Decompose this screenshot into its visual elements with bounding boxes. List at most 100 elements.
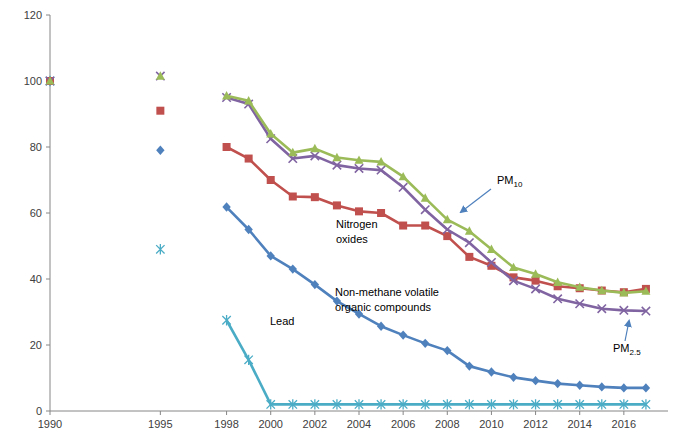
marker [553,295,561,303]
x-tick [535,411,536,415]
marker [288,148,297,156]
marker [267,399,275,409]
x-tick-label: 2002 [303,418,327,430]
x-tick-label: 2000 [258,418,282,430]
y-tick [46,213,50,214]
y-tick [46,147,50,148]
x-tick-label: 2012 [523,418,547,430]
series [46,76,650,410]
marker [487,399,495,409]
marker [421,206,429,214]
marker [377,209,385,217]
marker [443,346,451,355]
y-tick-label: 40 [30,273,42,285]
marker [598,399,606,409]
marker [377,399,385,409]
marker [46,76,54,86]
marker [576,300,584,308]
marker [620,383,628,392]
marker [509,373,517,382]
marker [532,277,540,285]
y-tick-label: 60 [30,207,42,219]
y-tick-label: 120 [24,9,42,21]
x-tick [623,411,624,415]
marker [509,276,517,284]
marker [156,107,164,115]
series-label: Non-methane volatile organic compounds [335,286,442,313]
marker [222,91,231,99]
marker [399,222,407,230]
y-tick [46,279,50,280]
x-tick-label: 1998 [214,418,238,430]
series-label: PM10 [497,174,523,189]
x-tick [270,411,271,415]
marker [642,399,650,409]
marker [311,152,319,160]
series-line [227,98,646,312]
marker [531,399,539,409]
marker [399,172,408,180]
marker [333,161,341,169]
marker [487,245,496,253]
marker [377,321,385,330]
marker [244,225,252,234]
y-tick-label: 20 [30,339,42,351]
marker [509,399,517,409]
marker [575,282,584,290]
marker [267,176,275,184]
series [46,71,651,296]
marker [465,399,473,409]
x-tick [226,411,227,415]
marker [222,202,230,211]
marker [421,222,429,230]
marker [421,339,429,348]
marker [355,164,363,172]
marker [355,155,364,163]
series-line [227,207,646,388]
marker [576,381,584,390]
x-tick [491,411,492,415]
marker [465,226,474,234]
y-tick [46,15,50,16]
x-tick-label: 2010 [479,418,503,430]
marker [311,193,319,201]
y-tick-label: 0 [36,405,42,417]
series [46,76,650,392]
marker [421,193,430,201]
marker [443,215,452,223]
marker [620,306,628,314]
x-tick-label: 1995 [148,418,172,430]
marker [443,399,451,409]
x-tick [403,411,404,415]
marker [311,280,319,289]
series-line [227,96,646,293]
series-line [227,320,646,404]
x-tick [447,411,448,415]
y-tick-label: 80 [30,141,42,153]
marker [333,399,341,409]
chart: 0204060801001201990199519982000200220042… [0,0,678,444]
plot-area [46,71,651,409]
y-tick [46,411,50,412]
series-label: Lead [270,315,294,327]
marker [156,244,164,254]
marker [311,399,319,409]
marker [487,367,495,376]
x-tick [50,411,51,415]
marker [289,193,297,201]
marker [399,330,407,339]
annotation-arrow [461,189,491,212]
marker [310,144,319,152]
marker [46,76,54,85]
marker [553,399,561,409]
marker [333,201,341,209]
marker [223,143,231,151]
series-label: PM2.5 [613,342,641,357]
marker [244,355,252,365]
marker [399,183,407,191]
marker [619,288,628,296]
series [46,72,650,315]
marker [487,258,495,266]
marker [46,76,55,84]
marker [156,72,164,80]
